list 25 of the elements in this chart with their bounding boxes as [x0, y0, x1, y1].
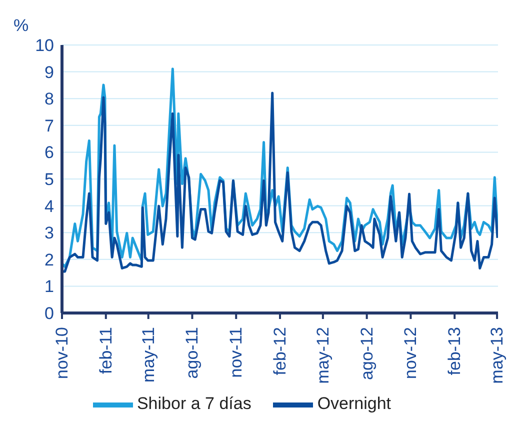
x-tick-label: nov-10	[52, 327, 72, 379]
x-tick-label: may-12	[313, 327, 332, 384]
x-tick-label: nov-12	[401, 327, 420, 379]
x-tick-label: feb-13	[445, 327, 464, 376]
y-tick-label: 0	[44, 304, 54, 324]
y-tick-label: 7	[44, 116, 54, 136]
x-tick-label: ago-11	[182, 327, 202, 379]
y-tick-label: 6	[44, 143, 54, 162]
x-tick-label: may-11	[138, 327, 158, 382]
y-tick-label: 9	[44, 62, 54, 82]
y-tick-label: 10	[35, 36, 54, 56]
x-tick-label: nov-11	[226, 327, 246, 378]
y-tick-label: 2	[44, 250, 54, 270]
x-tick-label: ago-12	[357, 327, 376, 380]
x-tick-label: may-13	[488, 327, 507, 384]
y-axis-title: %	[13, 16, 29, 35]
x-tick-label: feb-12	[270, 327, 290, 376]
y-tick-label: 5	[44, 170, 54, 190]
legend-label: Overnight	[317, 394, 392, 414]
y-tick-label: 3	[44, 224, 54, 243]
y-tick-label: 4	[44, 196, 54, 216]
x-tick-label: feb-11	[96, 327, 116, 374]
y-tick-label: 8	[44, 90, 54, 109]
y-tick-label: 1	[44, 277, 54, 296]
legend-label: Shibor a 7 días	[136, 394, 252, 414]
